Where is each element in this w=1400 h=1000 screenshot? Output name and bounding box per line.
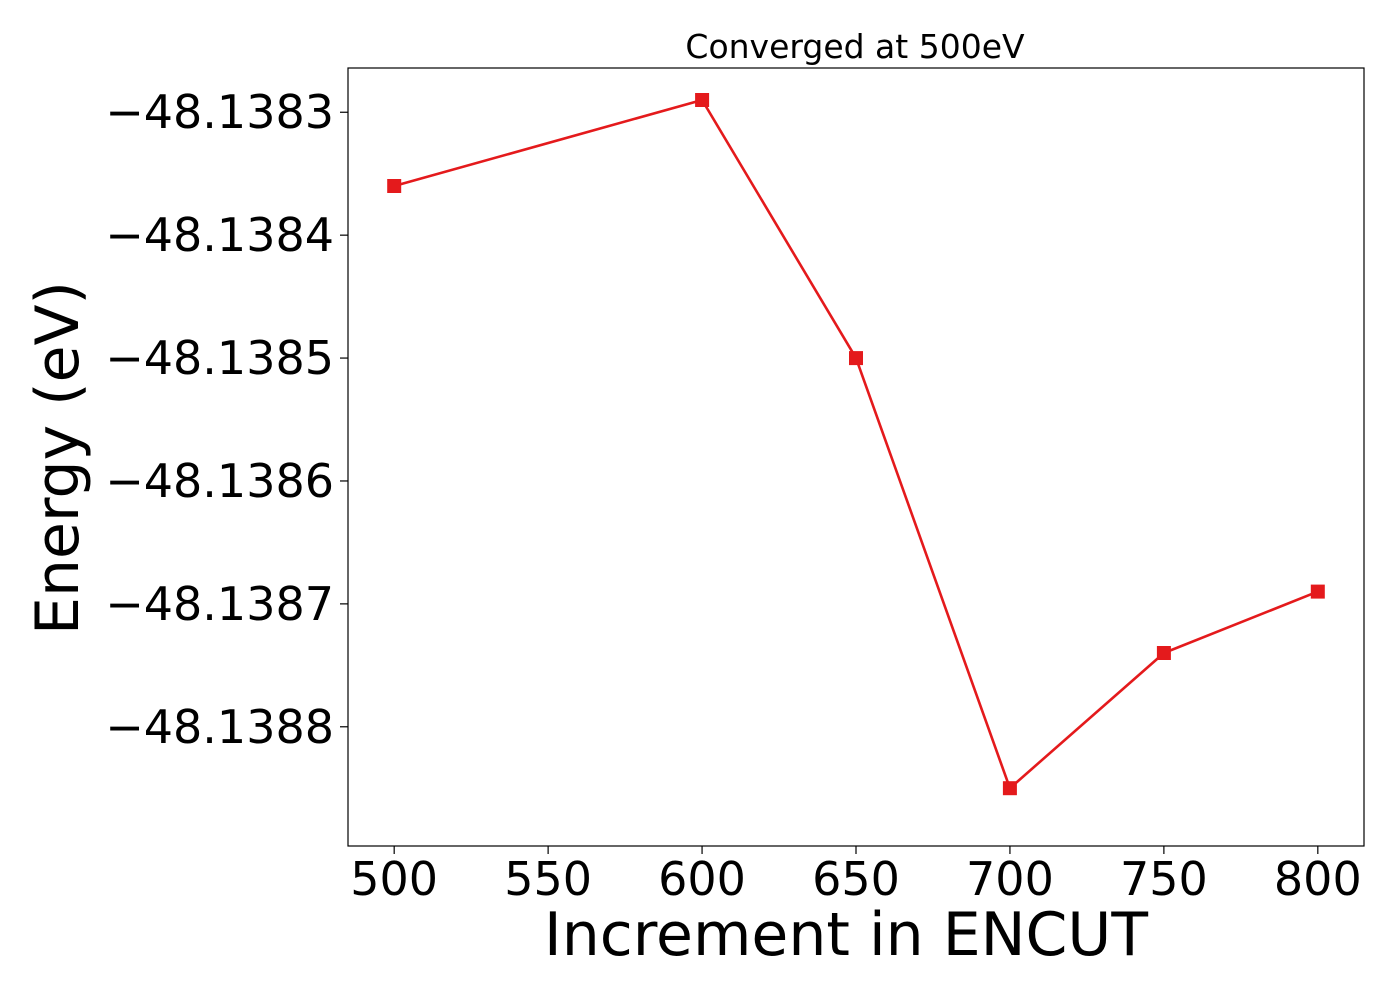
x-tick-label: 500 (350, 852, 438, 906)
y-tick-label: −48.1383 (105, 85, 334, 139)
data-point-marker (387, 179, 402, 193)
x-tick-label: 650 (812, 852, 900, 906)
data-point-marker (695, 93, 710, 107)
plot-frame (347, 67, 1365, 847)
x-tick-label: 750 (1120, 852, 1208, 906)
y-tick-label: −48.1387 (105, 577, 334, 631)
data-point-marker (849, 351, 863, 366)
chart-title: Converged at 500eV (685, 27, 1025, 66)
y-tick-label: −48.1388 (105, 700, 334, 754)
x-tick-label: 700 (966, 852, 1054, 906)
y-tick-label: −48.1386 (105, 454, 334, 508)
x-tick-label: 600 (658, 852, 746, 906)
series-line (393, 98, 1319, 790)
data-point-marker (1156, 646, 1171, 660)
data-point-marker (1002, 781, 1017, 796)
data-point-marker (1310, 584, 1325, 599)
x-tick-label: 550 (504, 852, 592, 906)
x-tick-label: 800 (1274, 852, 1362, 906)
plot-area: 500 550 600 650 700 750 800 −48.1383 −48.1384 −48… (105, 67, 1365, 906)
y-tick-label: −48.1384 (105, 208, 334, 262)
y-axis-label: Energy (eV) (23, 281, 93, 635)
x-axis-label: Increment in ENCUT (544, 900, 1148, 970)
y-tick-label: −48.1385 (105, 331, 334, 385)
